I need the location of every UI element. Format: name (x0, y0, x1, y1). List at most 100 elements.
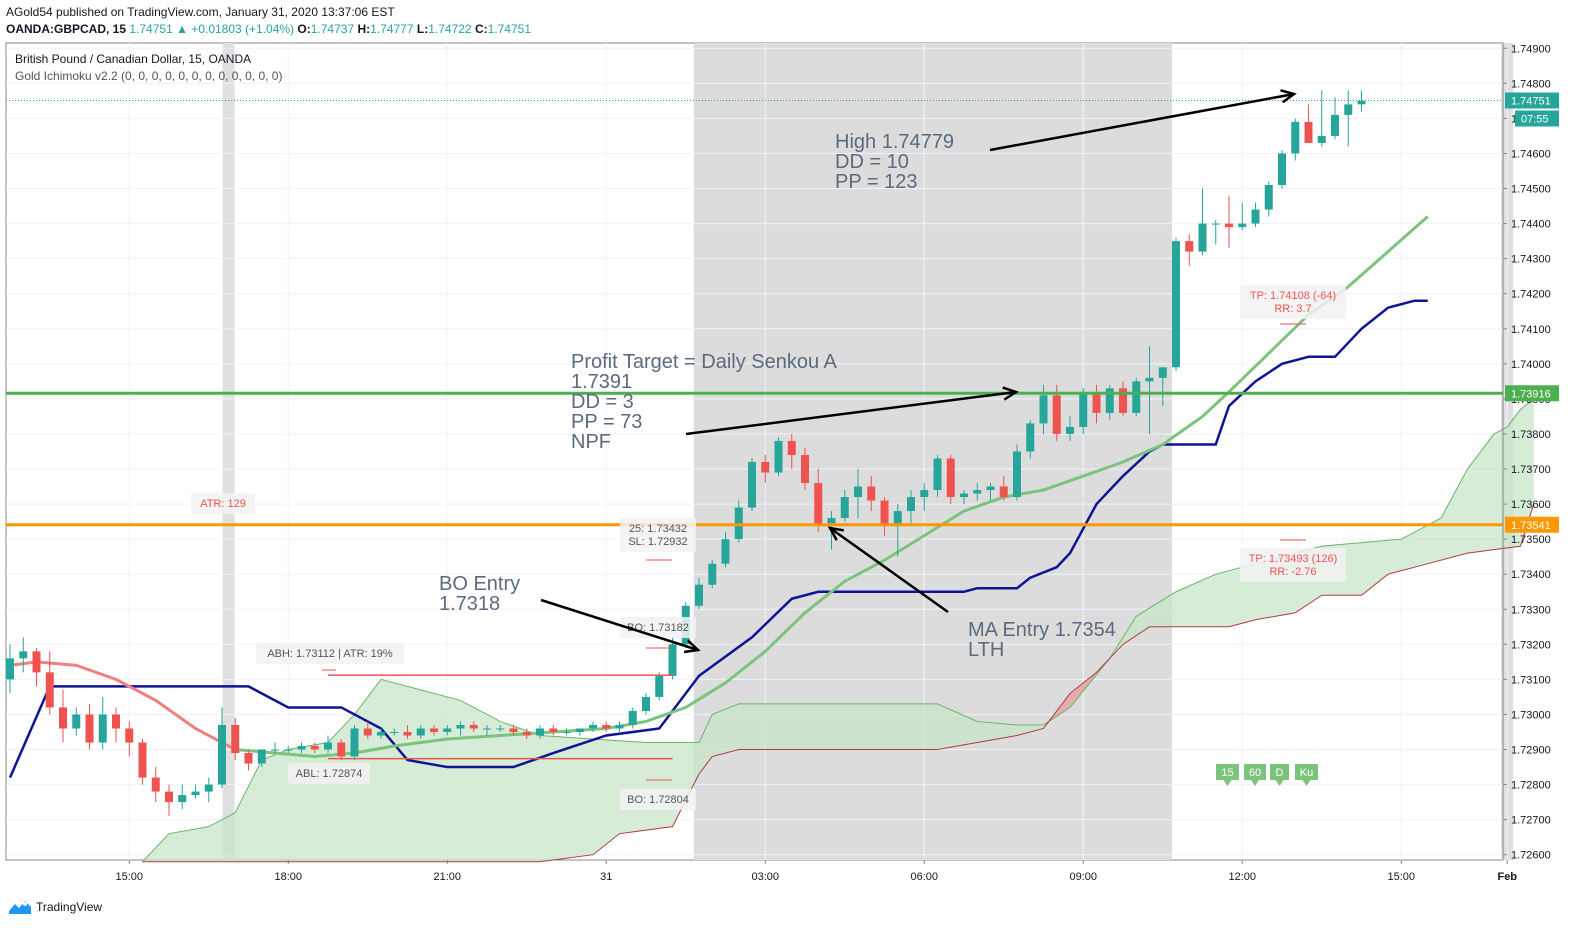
tradingview-brand-label: TradingView (36, 900, 103, 914)
kijun-line (8, 299, 1428, 779)
candle-body-11 (151, 777, 160, 792)
candle-body-100 (1331, 114, 1339, 136)
candle-body-73 (973, 490, 982, 494)
timeframe-button-3[interactable]: Ku (1295, 764, 1318, 786)
candle-body-10 (138, 742, 147, 778)
timeframe-button-1[interactable]: 60 (1244, 764, 1266, 786)
footer-brand[interactable]: TradingView (8, 899, 102, 915)
last-price-price-tag: 1.74751 (1511, 96, 1551, 108)
abh-label-text-0: ABH: 1.73112 | ATR: 19% (267, 648, 393, 660)
candle-body-81 (1079, 391, 1088, 427)
candle-body-86 (1145, 377, 1154, 382)
candle-body-24 (324, 742, 332, 750)
time-tick-label: 09:00 (1069, 871, 1097, 883)
candle-body-56 (748, 461, 756, 508)
tradingview-logo-icon (9, 901, 31, 914)
timeframe-button-label-0: 15 (1221, 767, 1233, 779)
candle-body-49 (655, 675, 664, 697)
candle-body-38 (509, 728, 518, 732)
time-tick-label: 21:00 (433, 871, 461, 883)
candle-body-82 (1092, 391, 1101, 413)
time-tick-label: 12:00 (1228, 871, 1256, 883)
time-tick-label: 15:00 (115, 871, 143, 883)
last-price-price-tag-bg (1505, 92, 1559, 109)
candle-body-58 (774, 440, 783, 473)
candle-body-61 (814, 483, 823, 526)
candle-body-70 (933, 458, 942, 491)
last-price-value: 1.74751 (129, 22, 173, 36)
high-arrow-shaft (989, 92, 1295, 152)
close-label: C: (474, 22, 488, 36)
green-level-price-tag-bg (1505, 385, 1559, 402)
candle-body-13 (178, 795, 187, 803)
candle-body-42 (562, 731, 571, 733)
ma-entry-arrow-shaft (829, 526, 949, 614)
timeframe-button-label-3: Ku (1300, 767, 1313, 779)
candle-body-67 (893, 511, 902, 526)
ohlc-line: OANDA:GBPCAD, 15 1.74751 ▲ +0.01803 (+1.… (6, 22, 531, 36)
price-tick-label: 1.74300 (1511, 254, 1551, 266)
bo-top-label-bg (620, 617, 696, 638)
candle-body-30 (403, 731, 412, 736)
atr-label-bg (191, 493, 255, 514)
symbol[interactable]: OANDA:GBPCAD, 15 (6, 22, 127, 36)
day-divider-0 (222, 43, 235, 860)
candle-body-84 (1119, 388, 1127, 413)
price-tick-label: 1.74600 (1511, 148, 1551, 160)
timeframe-button-2[interactable]: D (1270, 764, 1289, 786)
profit-target-annotation-line-1: 1.7391 (571, 371, 632, 393)
candle-body-15 (204, 784, 213, 792)
candle-body-74 (986, 486, 995, 491)
abl-label-bg (288, 763, 370, 784)
price-tick-label: 1.73200 (1511, 639, 1551, 651)
candle-body-44 (589, 724, 597, 729)
time-tick-label: Feb (1497, 871, 1517, 883)
candle-body-96 (1278, 153, 1286, 186)
bo-top-label-box: BO: 1.73182 (620, 617, 696, 638)
price-tick-label: 1.74900 (1511, 43, 1551, 55)
price-tick-label: 1.72800 (1511, 780, 1551, 792)
candle-body-23 (310, 746, 319, 750)
candle-body-22 (297, 746, 306, 750)
price-tick-label: 1.74500 (1511, 184, 1551, 196)
ma-entry-arrow-head (827, 526, 845, 541)
candle-body-9 (125, 728, 134, 743)
candle-body-83 (1105, 388, 1114, 413)
candle-body-66 (880, 500, 889, 526)
candle-body-47 (628, 710, 637, 725)
bo-bottom-label-box: BO: 1.72804 (620, 789, 696, 810)
candle-body-12 (165, 791, 173, 803)
candle-body-29 (390, 731, 399, 733)
countdown-tag-bg (1515, 110, 1559, 127)
candle-body-102 (1357, 100, 1366, 105)
candle-body-1 (19, 651, 28, 659)
candle-body-65 (867, 486, 876, 501)
open-label: O: (297, 22, 311, 36)
profit-target-annotation-line-3: PP = 73 (571, 411, 642, 433)
candle-body-76 (1013, 451, 1021, 498)
abl-label-text-0: ABL: 1.72874 (296, 768, 363, 780)
timeframe-buttons[interactable]: 15 60 D Ku (1216, 764, 1318, 786)
timeframe-button-0[interactable]: 15 (1216, 764, 1239, 786)
cloud-segment-1 (1050, 661, 1107, 721)
candle-body-34 (456, 724, 465, 729)
chart-title[interactable]: British Pound / Canadian Dollar, 15, OAN… (15, 52, 252, 66)
orange-level-price-tag-bg (1505, 516, 1559, 533)
profit-target-arrow-head (1002, 386, 1019, 401)
time-axis[interactable]: 15:00 18:00 21:00 31 03:00 06:00 09:00 12:00 15:… (115, 860, 1517, 883)
indicator-legend[interactable]: Gold Ichimoku v2.2 (0, 0, 0, 0, 0, 0, 0,… (15, 69, 283, 83)
price-tick-label: 1.73500 (1511, 534, 1551, 546)
signal-labels: ATR: 129 ABH: 1.73112 | ATR: 19% ABL: 1.72… (191, 285, 1346, 810)
candle-body-64 (854, 486, 862, 498)
candle-body-32 (430, 728, 438, 732)
candle-body-88 (1172, 241, 1180, 368)
high-value: 1.74777 (370, 22, 414, 36)
candle-body-4 (59, 707, 67, 729)
price-tick-label: 1.73100 (1511, 674, 1551, 686)
price-axis[interactable]: 1.72600 1.72700 1.72800 1.72900 1.73000 1.731… (1502, 43, 1559, 862)
published-line: AGold54 published on TradingView.com, Ja… (6, 5, 395, 19)
candle-body-72 (960, 493, 968, 498)
